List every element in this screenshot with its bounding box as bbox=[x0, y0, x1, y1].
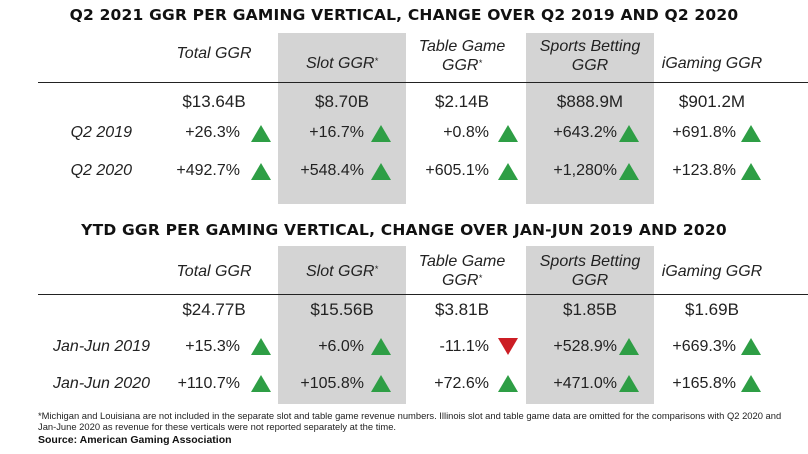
change-value: +0.8% bbox=[443, 124, 489, 141]
up-arrow-icon bbox=[371, 163, 391, 180]
column-header-line: Total GGR bbox=[176, 263, 252, 280]
total-value: $2.14B bbox=[435, 92, 489, 111]
change-value: +471.0% bbox=[553, 375, 617, 392]
column-header-line: GGR bbox=[442, 57, 479, 74]
change-value: +669.3% bbox=[672, 338, 736, 355]
change-value: -11.1% bbox=[439, 338, 489, 355]
footnote-marker: * bbox=[374, 56, 378, 66]
column-header: Slot GGR* bbox=[278, 54, 406, 73]
up-arrow-icon bbox=[741, 338, 761, 355]
down-arrow-icon bbox=[498, 338, 518, 355]
column-header-line: Slot GGR bbox=[306, 55, 375, 72]
total-value: $1.69B bbox=[685, 300, 739, 319]
column-header-line: iGaming GGR bbox=[661, 55, 763, 72]
change-value: +15.3% bbox=[185, 338, 240, 355]
up-arrow-icon bbox=[371, 375, 391, 392]
up-arrow-icon bbox=[498, 125, 518, 142]
change-value: +123.8% bbox=[672, 162, 736, 179]
total-value: $8.70B bbox=[315, 92, 369, 111]
column-header-line: Table Game bbox=[418, 253, 506, 270]
footnote-marker: * bbox=[478, 58, 482, 68]
header-divider bbox=[38, 82, 808, 83]
column-header-line: Total GGR bbox=[176, 45, 252, 62]
column-header: Slot GGR* bbox=[278, 262, 406, 281]
up-arrow-icon bbox=[498, 375, 518, 392]
up-arrow-icon bbox=[251, 375, 271, 392]
footnote-marker: * bbox=[374, 264, 378, 274]
footnote: *Michigan and Louisiana are not included… bbox=[38, 410, 782, 432]
change-value: +16.7% bbox=[309, 124, 364, 141]
change-value: +528.9% bbox=[553, 338, 617, 355]
change-value: +6.0% bbox=[318, 338, 364, 355]
column-header: Table Game GGR* bbox=[398, 37, 526, 75]
column-header: Sports Betting GGR bbox=[526, 37, 654, 75]
source-credit: Source: American Gaming Association bbox=[38, 434, 232, 446]
table-title: YTD GGR PER GAMING VERTICAL, CHANGE OVER… bbox=[81, 221, 727, 239]
change-value: +605.1% bbox=[425, 162, 489, 179]
up-arrow-icon bbox=[371, 338, 391, 355]
row-label: Jan-Jun 2020 bbox=[53, 375, 150, 392]
column-header-line: GGR bbox=[571, 272, 609, 289]
change-value: +691.8% bbox=[672, 124, 736, 141]
row-label: Q2 2020 bbox=[70, 162, 132, 179]
change-value: +105.8% bbox=[300, 375, 364, 392]
row-label: Jan-Jun 2019 bbox=[53, 338, 150, 355]
column-header: Sports Betting GGR bbox=[526, 252, 654, 290]
footnote-marker: * bbox=[478, 273, 482, 283]
up-arrow-icon bbox=[251, 163, 271, 180]
total-value: $24.77B bbox=[182, 300, 246, 319]
up-arrow-icon bbox=[741, 125, 761, 142]
column-header-line: Sports Betting bbox=[539, 253, 641, 270]
up-arrow-icon bbox=[741, 163, 761, 180]
change-value: +643.2% bbox=[553, 124, 617, 141]
up-arrow-icon bbox=[371, 125, 391, 142]
total-value: $15.56B bbox=[310, 300, 374, 319]
change-value: +492.7% bbox=[176, 162, 240, 179]
column-header-line: Sports Betting bbox=[539, 38, 641, 55]
column-header: Total GGR bbox=[150, 44, 278, 63]
up-arrow-icon bbox=[619, 163, 639, 180]
row-label: Q2 2019 bbox=[70, 124, 132, 141]
up-arrow-icon bbox=[741, 375, 761, 392]
change-value: +26.3% bbox=[185, 124, 240, 141]
change-value: +165.8% bbox=[672, 375, 736, 392]
change-value: +110.7% bbox=[177, 375, 240, 392]
total-value: $888.9M bbox=[556, 92, 624, 111]
header-divider bbox=[38, 294, 808, 295]
column-header-line: Slot GGR bbox=[306, 263, 375, 280]
column-header-line: GGR bbox=[442, 272, 479, 289]
total-value: $3.81B bbox=[435, 300, 489, 319]
up-arrow-icon bbox=[619, 375, 639, 392]
up-arrow-icon bbox=[251, 338, 271, 355]
change-value: +548.4% bbox=[300, 162, 364, 179]
column-header-line: GGR bbox=[571, 57, 609, 74]
change-value: +1,280% bbox=[553, 162, 617, 179]
total-value: $13.64B bbox=[182, 92, 246, 111]
up-arrow-icon bbox=[251, 125, 271, 142]
column-header: Total GGR bbox=[150, 262, 278, 281]
total-value: $1.85B bbox=[563, 300, 617, 319]
up-arrow-icon bbox=[619, 338, 639, 355]
up-arrow-icon bbox=[619, 125, 639, 142]
change-value: +72.6% bbox=[434, 375, 489, 392]
total-value: $901.2M bbox=[678, 92, 746, 111]
column-header-line: Table Game bbox=[418, 38, 506, 55]
column-header: iGaming GGR bbox=[648, 54, 776, 73]
column-header: iGaming GGR bbox=[648, 262, 776, 281]
column-header-line: iGaming GGR bbox=[661, 263, 763, 280]
table-title: Q2 2021 GGR PER GAMING VERTICAL, CHANGE … bbox=[69, 6, 739, 24]
up-arrow-icon bbox=[498, 163, 518, 180]
column-header: Table Game GGR* bbox=[398, 252, 526, 290]
